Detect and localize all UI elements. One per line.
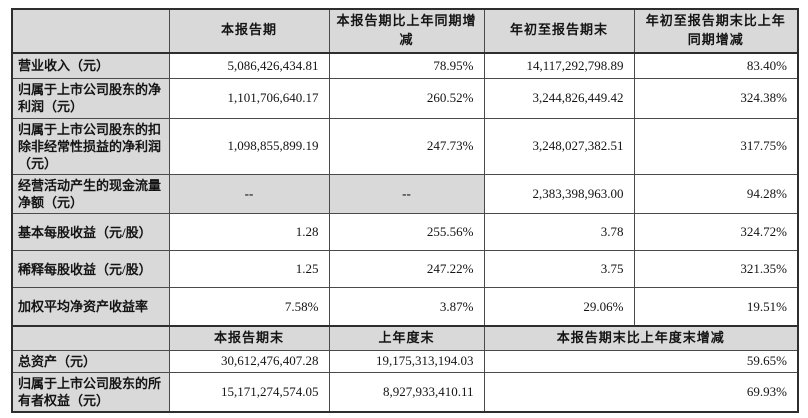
- cell-value: 260.52%: [328, 78, 485, 119]
- cell-value: 1,101,706,640.17: [168, 78, 330, 119]
- cell-value: 1.25: [168, 250, 330, 289]
- row-label: 加权平均净资产收益率: [11, 287, 170, 327]
- cell-value: 317.75%: [633, 117, 799, 175]
- row-label: 归属于上市公司股东的扣除非经常性损益的净利润（元）: [11, 117, 170, 175]
- row-label: 稀释每股收益（元/股）: [11, 250, 170, 289]
- cell-value: 324.38%: [633, 78, 799, 119]
- row-label: 基本每股收益（元/股）: [11, 213, 170, 252]
- corner-cell: [11, 8, 170, 54]
- cell-value: 3.78: [483, 213, 635, 252]
- cell-value: 7.58%: [168, 287, 330, 327]
- cell-value: 8,927,933,410.11: [328, 371, 485, 413]
- cell-value: 78.95%: [328, 52, 485, 80]
- cell-value: 321.35%: [633, 250, 799, 289]
- cell-value: 94.28%: [633, 173, 799, 215]
- corner-cell-2: [11, 324, 170, 351]
- cell-value: 19,175,313,194.03: [328, 349, 485, 373]
- row-label: 总资产（元）: [11, 349, 170, 373]
- cell-value: 247.22%: [328, 250, 485, 289]
- cell-value: 3.87%: [328, 287, 485, 327]
- cell-value: 3,244,826,449.42: [483, 78, 635, 119]
- col-header-prior-year-end: 上年度末: [328, 324, 485, 351]
- col-header-ytd: 年初至报告期末: [483, 8, 635, 54]
- cell-value: 15,171,274,574.05: [168, 371, 330, 413]
- cell-value: 69.93%: [483, 371, 799, 413]
- cell-value-empty: --: [328, 173, 485, 215]
- cell-value: 255.56%: [328, 213, 485, 252]
- cell-value: 14,117,292,798.89: [483, 52, 635, 80]
- col-header-yoy-change: 本报告期比上年同期增减: [328, 8, 485, 54]
- table-row: 加权平均净资产收益率 7.58% 3.87% 29.06% 19.51%: [11, 287, 799, 327]
- cell-value: 1,098,855,899.19: [168, 117, 330, 175]
- cell-value: 19.51%: [633, 287, 799, 327]
- row-label: 营业收入（元）: [11, 52, 170, 80]
- cell-value: 29.06%: [483, 287, 635, 327]
- row-label: 经营活动产生的现金流量净额（元）: [11, 173, 170, 215]
- cell-value: 30,612,476,407.28: [168, 349, 330, 373]
- col-header-period-end: 本报告期末: [168, 324, 330, 351]
- cell-value: 2,383,398,963.00: [483, 173, 635, 215]
- cell-value: 3.75: [483, 250, 635, 289]
- table-header-row: 本报告期 本报告期比上年同期增减 年初至报告期末 年初至报告期末比上年同期增减: [11, 8, 799, 54]
- col-header-end-vs-prior-change: 本报告期末比上年度末增减: [483, 324, 799, 351]
- cell-value: 3,248,027,382.51: [483, 117, 635, 175]
- cell-value: 5,086,426,434.81: [168, 52, 330, 80]
- table-row: 经营活动产生的现金流量净额（元） -- -- 2,383,398,963.00 …: [11, 173, 799, 215]
- table-row: 归属于上市公司股东的扣除非经常性损益的净利润（元） 1,098,855,899.…: [11, 117, 799, 175]
- table-row: 归属于上市公司股东的净利润（元） 1,101,706,640.17 260.52…: [11, 78, 799, 119]
- table-row: 稀释每股收益（元/股） 1.25 247.22% 3.75 321.35%: [11, 250, 799, 289]
- row-label: 归属于上市公司股东的所有者权益（元）: [11, 371, 170, 413]
- cell-value: 247.73%: [328, 117, 485, 175]
- cell-value-empty: --: [168, 173, 330, 215]
- cell-value: 1.28: [168, 213, 330, 252]
- row-label: 归属于上市公司股东的净利润（元）: [11, 78, 170, 119]
- col-header-ytd-yoy-change: 年初至报告期末比上年同期增减: [633, 8, 799, 54]
- cell-value: 59.65%: [483, 349, 799, 373]
- table-subheader-row: 本报告期末 上年度末 本报告期末比上年度末增减: [11, 324, 799, 351]
- table-row: 基本每股收益（元/股） 1.28 255.56% 3.78 324.72%: [11, 213, 799, 252]
- table-row: 营业收入（元） 5,086,426,434.81 78.95% 14,117,2…: [11, 52, 799, 80]
- cell-value: 83.40%: [633, 52, 799, 80]
- cell-value: 324.72%: [633, 213, 799, 252]
- col-header-current-period: 本报告期: [168, 8, 330, 54]
- table-row: 归属于上市公司股东的所有者权益（元） 15,171,274,574.05 8,9…: [11, 371, 799, 413]
- financial-summary-table: 本报告期 本报告期比上年同期增减 年初至报告期末 年初至报告期末比上年同期增减 …: [11, 8, 799, 414]
- table-row: 总资产（元） 30,612,476,407.28 19,175,313,194.…: [11, 349, 799, 373]
